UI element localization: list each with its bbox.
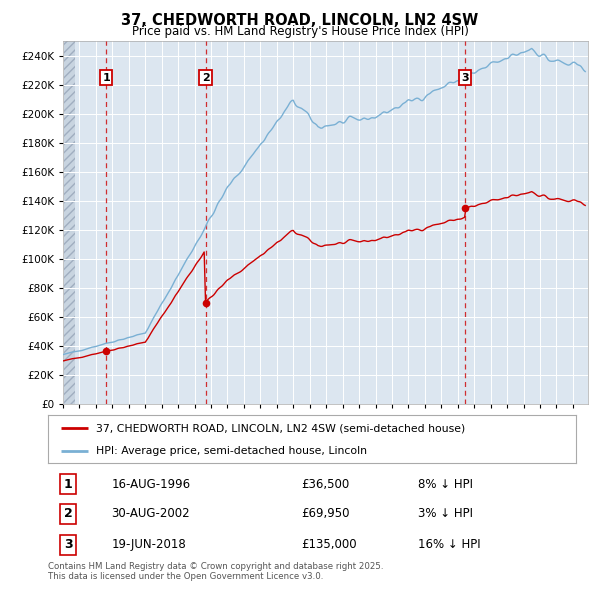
Text: 16% ↓ HPI: 16% ↓ HPI xyxy=(418,538,480,551)
Bar xyxy=(63,41,76,404)
Text: HPI: Average price, semi-detached house, Lincoln: HPI: Average price, semi-detached house,… xyxy=(95,446,367,456)
Text: Price paid vs. HM Land Registry's House Price Index (HPI): Price paid vs. HM Land Registry's House … xyxy=(131,25,469,38)
Text: 8% ↓ HPI: 8% ↓ HPI xyxy=(418,478,473,491)
Text: 1: 1 xyxy=(102,73,110,83)
Text: 19-JUN-2018: 19-JUN-2018 xyxy=(112,538,186,551)
Text: 2: 2 xyxy=(202,73,209,83)
Text: Contains HM Land Registry data © Crown copyright and database right 2025.
This d: Contains HM Land Registry data © Crown c… xyxy=(48,562,383,581)
Text: 1: 1 xyxy=(64,478,73,491)
Text: £36,500: £36,500 xyxy=(301,478,350,491)
Text: 3% ↓ HPI: 3% ↓ HPI xyxy=(418,507,473,520)
Text: £69,950: £69,950 xyxy=(301,507,350,520)
Text: 37, CHEDWORTH ROAD, LINCOLN, LN2 4SW: 37, CHEDWORTH ROAD, LINCOLN, LN2 4SW xyxy=(121,13,479,28)
Text: 37, CHEDWORTH ROAD, LINCOLN, LN2 4SW (semi-detached house): 37, CHEDWORTH ROAD, LINCOLN, LN2 4SW (se… xyxy=(95,423,465,433)
Text: 2: 2 xyxy=(64,507,73,520)
Text: 30-AUG-2002: 30-AUG-2002 xyxy=(112,507,190,520)
Text: £135,000: £135,000 xyxy=(301,538,357,551)
Text: 3: 3 xyxy=(64,538,73,551)
Text: 3: 3 xyxy=(461,73,469,83)
Text: 16-AUG-1996: 16-AUG-1996 xyxy=(112,478,190,491)
